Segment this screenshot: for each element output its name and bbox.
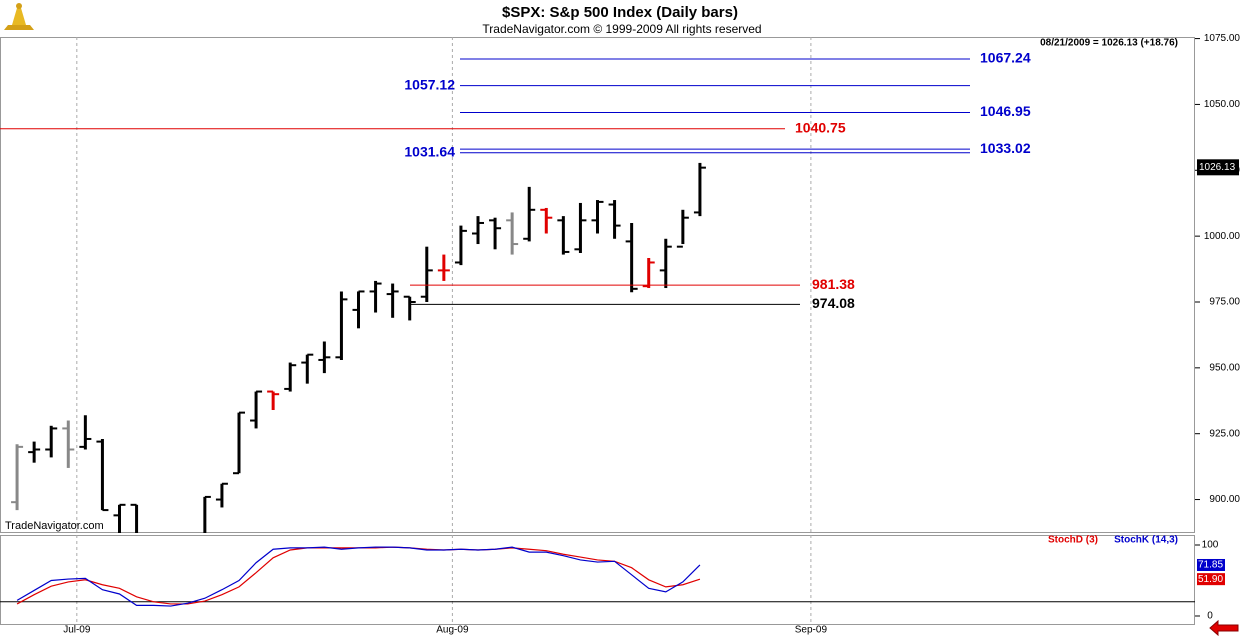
level-label: 1067.24 [980,50,1031,66]
x-tick-label: Sep-09 [795,625,828,636]
ohlc-bar [250,390,263,429]
ohlc-bar [130,503,139,533]
ohlc-bar [420,246,433,302]
ohlc-bar [506,212,519,255]
header-info: 08/21/2009 = 1026.13 (+18.76) [1040,38,1178,49]
ohlc-bar [693,162,706,217]
ohlc-bar [540,207,553,234]
ohlc-bar [352,290,365,329]
ohlc-bar [301,353,314,384]
ohlc-bar [386,283,399,318]
ohlc-bar [96,438,109,512]
y-tick-label: 100 [1202,540,1219,551]
y-tick-label: 950.00 [1209,362,1240,373]
stoch-line [16,546,701,607]
ohlc-bar [113,503,126,533]
ohlc-bar [489,217,502,250]
ohlc-bar [335,291,348,360]
chart-subtitle: TradeNavigator.com © 1999-2009 All right… [482,22,761,36]
x-tick-label: Aug-09 [436,625,469,636]
watermark: TradeNavigator.com [5,520,104,532]
level-label: 1033.02 [980,140,1031,156]
ohlc-bar [574,202,587,253]
x-tick-label: Jul-09 [63,625,91,636]
ohlc-bar [215,482,228,508]
ohlc-bar [233,411,245,475]
ohlc-bar [403,295,416,321]
y-tick-label: 925.00 [1209,428,1240,439]
legend-entry: StochD (3) [1048,535,1098,546]
chart-title: $SPX: S&p 500 Index (Daily bars) [502,4,738,21]
ohlc-bar [45,425,58,458]
stoch-tag [1197,558,1225,571]
price-tag [1197,159,1239,176]
ohlc-bar [591,200,604,234]
ohlc-bar [454,225,467,266]
ohlc-bar [11,444,24,511]
ohlc-bar [62,420,75,468]
price-panel [0,37,1195,533]
level-label: 981.38 [812,276,855,292]
scroll-arrow[interactable] [1209,619,1239,637]
stoch-plot [0,535,1195,625]
y-tick-label: 0 [1207,611,1213,622]
y-tick-label: 1000.00 [1204,231,1241,242]
level-label: 1046.95 [980,103,1031,119]
ohlc-bar [557,216,570,255]
level-label: 1031.64 [404,143,455,159]
y-tick-label: 975.00 [1209,297,1240,308]
ohlc-bar [523,186,536,242]
ohlc-bar [642,258,655,289]
level-label: 1057.12 [404,76,455,92]
ohlc-bar [267,390,280,410]
ohlc-bar [625,222,638,293]
y-tick-label: 1075.00 [1204,33,1241,44]
ohlc-bar [437,254,450,281]
ohlc-bar [369,280,382,313]
stoch-tag-label: 51.90 [1198,574,1223,585]
ohlc-bar [284,362,297,392]
level-label: 974.08 [812,295,855,311]
ohlc-bar [608,200,621,239]
y-tick-label: 1050.00 [1204,99,1241,110]
ohlc-bar [659,238,672,289]
ohlc-bar [28,441,41,463]
ohlc-bar [79,415,92,450]
y-tick-label: 900.00 [1209,494,1240,505]
level-label: 1040.75 [795,120,846,136]
stoch-tag [1197,573,1225,586]
ohlc-bar [318,341,331,374]
logo [4,3,34,30]
ohlc-bar [203,495,211,533]
stoch-tag-label: 71.85 [1198,560,1223,571]
legend-entry: StochK (14,3) [1114,535,1178,546]
price-tag-label: 1026.13 [1199,162,1236,173]
ohlc-bar [472,216,484,245]
ohlc-bar [676,209,689,248]
stoch-panel [0,535,1195,625]
